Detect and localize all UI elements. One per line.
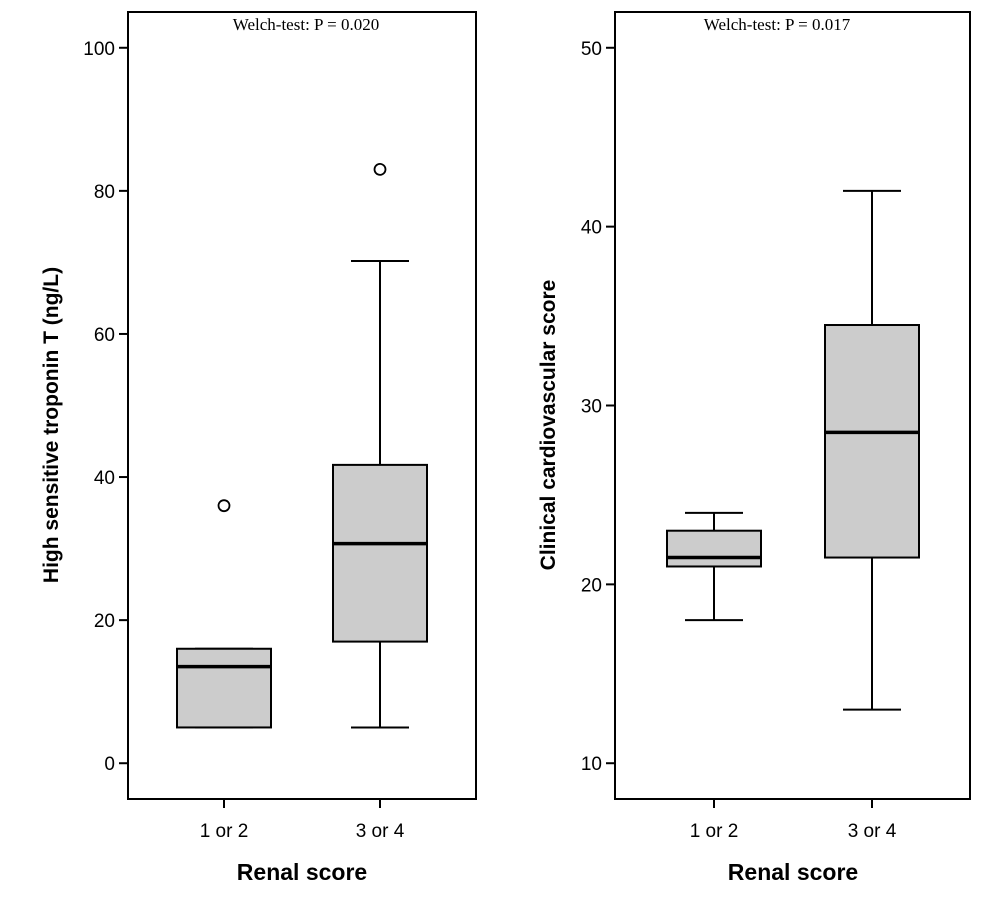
right-y-tick-label: 10 (581, 754, 602, 775)
right-panel-title: Welch-test: P = 0.017 (704, 15, 851, 34)
left-x-tick-label: 3 or 4 (356, 821, 405, 842)
right-y-tick-label: 40 (581, 218, 602, 239)
right-panel: Welch-test: P = 0.017 Clinical cardiovas… (537, 11, 971, 885)
right-y-tick-label: 20 (581, 575, 602, 596)
right-plot: 10 20 30 40 50 1 or 2 3 or 4 (581, 11, 971, 842)
left-plot-frame (127, 11, 477, 800)
right-x-tick-label: 1 or 2 (690, 821, 739, 842)
left-box-1 (176, 499, 272, 729)
left-x-tick-label: 1 or 2 (200, 821, 249, 842)
box-iqr (824, 324, 920, 559)
right-x-axis-label: Renal score (728, 859, 858, 885)
box-iqr (332, 463, 428, 643)
left-x-axis-label: Renal score (237, 859, 367, 885)
left-y-axis-label: High sensitive troponin T (ng/L) (40, 267, 63, 583)
right-box-1 (666, 511, 762, 622)
left-y-tick-label: 80 (94, 182, 115, 203)
left-box-2 (332, 162, 428, 729)
right-y-axis-label: Clinical cardiovascular score (537, 280, 560, 571)
box-iqr (666, 529, 762, 568)
right-y-tick-label: 30 (581, 397, 602, 418)
left-y-tick-label: 20 (94, 611, 115, 632)
left-plot: 0 20 40 60 80 100 1 or 2 3 or 4 (83, 11, 477, 842)
box-iqr (176, 647, 272, 729)
left-panel: Welch-test: P = 0.020 High sensitive tro… (40, 11, 477, 885)
right-x-tick-label: 3 or 4 (848, 821, 897, 842)
left-y-tick-label: 100 (83, 39, 115, 60)
left-y-tick-label: 60 (94, 325, 115, 346)
left-y-tick-label: 40 (94, 468, 115, 489)
right-box-2 (824, 189, 920, 711)
outlier-point (373, 162, 387, 176)
left-panel-title: Welch-test: P = 0.020 (233, 15, 379, 34)
left-y-tick-label: 0 (104, 754, 115, 775)
right-y-tick-label: 50 (581, 39, 602, 60)
outlier-point (217, 499, 231, 513)
